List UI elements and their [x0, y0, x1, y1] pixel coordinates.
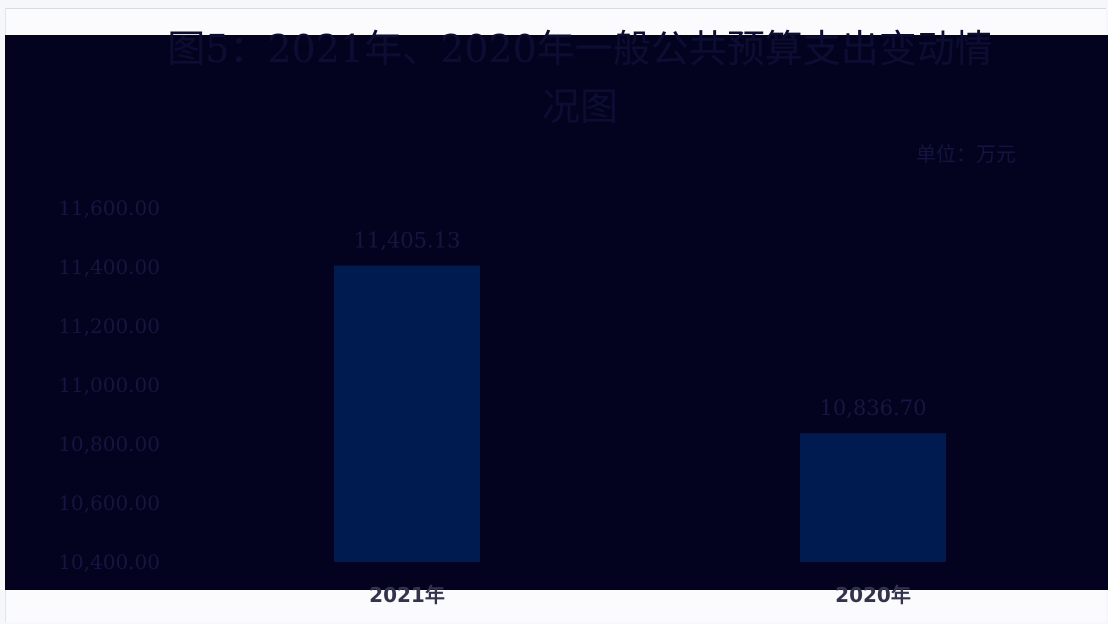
y-tick-label: 11,400.00: [58, 255, 160, 279]
x-axis-categories: 2021年 2020年: [369, 583, 911, 607]
y-axis-ticks: 10,400.00 10,600.00 10,800.00 11,000.00 11,2…: [58, 196, 160, 574]
category-label: 2020年: [835, 583, 911, 607]
bar: [334, 265, 480, 562]
y-tick-label: 10,400.00: [58, 550, 160, 574]
data-label: 10,836.70: [820, 396, 927, 420]
unit-label: 单位：万元: [916, 142, 1016, 166]
y-tick-label: 11,600.00: [58, 196, 160, 220]
data-labels: 11,405.13 10,836.70: [354, 228, 927, 420]
y-tick-label: 11,000.00: [58, 373, 160, 397]
category-label: 2021年: [369, 583, 445, 607]
data-label: 11,405.13: [354, 228, 461, 252]
y-tick-label: 11,200.00: [58, 314, 160, 338]
bars: [334, 265, 946, 562]
bar: [800, 433, 946, 562]
y-tick-label: 10,800.00: [58, 432, 160, 456]
chart-title: 图5：2021年、2020年一般公共预算支出变动情况图: [167, 27, 993, 129]
y-tick-label: 10,600.00: [58, 491, 160, 515]
